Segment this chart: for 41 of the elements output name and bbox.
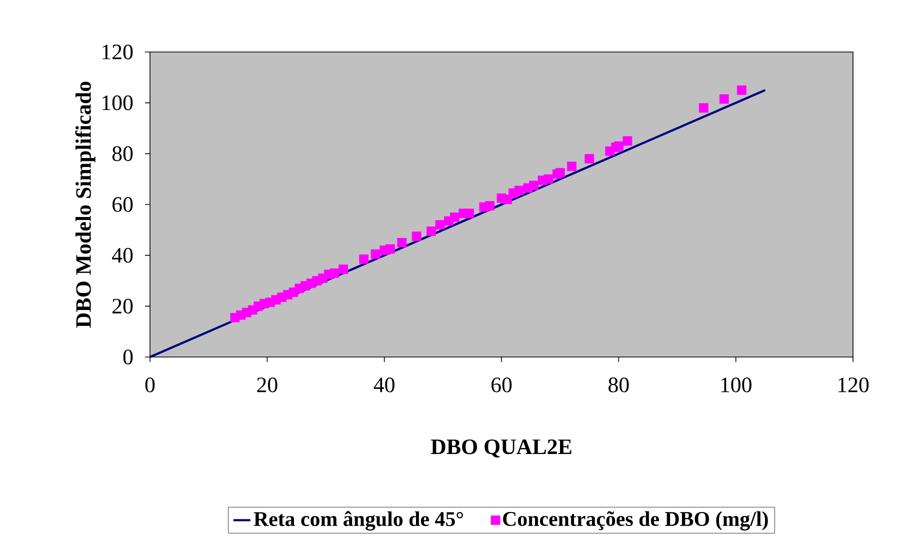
- point: [464, 208, 474, 218]
- x-tick-label: 40: [374, 378, 394, 392]
- legend-label: Reta com ângulo de 45°: [254, 511, 464, 531]
- x-tick-label: 60: [491, 378, 512, 392]
- point: [529, 180, 538, 190]
- y-tick-label: 60: [112, 197, 133, 212]
- y-tick-label: 100: [102, 95, 133, 110]
- x-tick-label: 120: [838, 378, 869, 392]
- point: [330, 268, 340, 278]
- x-axis-title: DBO QUAL2E: [430, 439, 572, 458]
- y-tick-label: 20: [112, 298, 133, 314]
- legend-label: Concentrações de DBO (mg/l): [503, 511, 768, 530]
- y-tick-label: 120: [102, 44, 133, 60]
- point: [397, 238, 407, 248]
- point: [385, 244, 395, 254]
- point: [359, 254, 369, 264]
- y-axis-title: DBO Modelo Simplificado: [75, 82, 96, 328]
- point: [737, 85, 746, 95]
- point: [544, 174, 554, 184]
- point: [514, 186, 524, 196]
- x-tick-label: 80: [608, 378, 629, 392]
- point: [370, 249, 380, 259]
- point: [450, 212, 460, 222]
- point: [426, 226, 436, 236]
- point: [485, 201, 494, 210]
- point: [412, 232, 422, 241]
- point: [338, 264, 348, 274]
- y-tick-label: 80: [112, 146, 133, 162]
- y-tick-label: 0: [123, 350, 133, 364]
- point: [614, 141, 624, 151]
- point: [555, 168, 565, 178]
- point: [435, 220, 445, 230]
- x-tick-label: 100: [721, 378, 752, 392]
- x-tick-label: 20: [257, 378, 278, 392]
- x-tick-label: 0: [145, 378, 155, 392]
- point: [719, 94, 729, 104]
- point: [698, 103, 708, 113]
- point: [567, 162, 577, 172]
- point: [622, 136, 632, 146]
- y-tick-label: 40: [112, 248, 133, 263]
- point: [584, 154, 594, 164]
